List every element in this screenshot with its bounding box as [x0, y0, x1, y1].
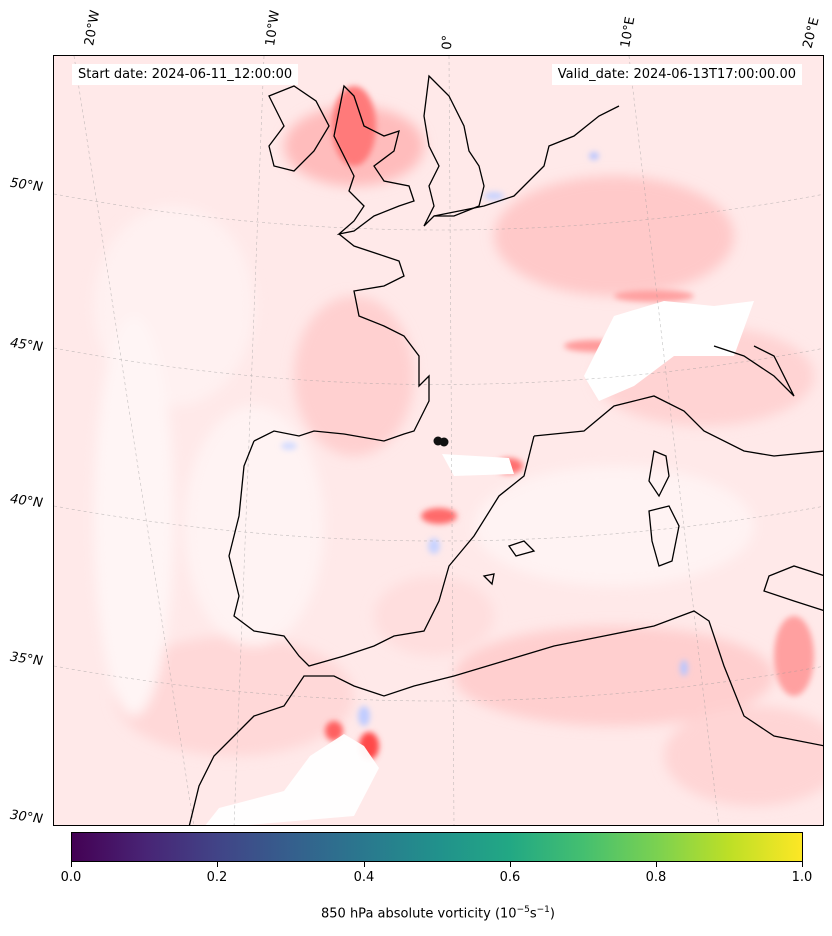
lon-label-20w: 20°W [82, 9, 104, 48]
vorticity-field [54, 56, 823, 825]
start-date: Start date: 2024-06-11_12:00:00 [72, 64, 299, 85]
colorbar-tick [71, 862, 72, 867]
lon-label-20e: 20°E [800, 16, 823, 50]
colorbar-tick [364, 862, 365, 867]
lon-label-10e: 10°E [618, 15, 639, 49]
lon-label-0: 0° [440, 34, 456, 50]
vorticity-map [53, 55, 824, 826]
colorbar-tick [656, 862, 657, 867]
colorbar-tick-label: 0.6 [499, 870, 521, 885]
lat-label-30n: 30°N [9, 807, 44, 828]
colorbar-tick-label: 1.0 [791, 870, 813, 885]
lat-label-45n: 45°N [9, 335, 44, 356]
valid-date: Valid_date: 2024-06-13T17:00:00.00 [551, 64, 802, 85]
colorbar-tick [802, 862, 803, 867]
location-marker [433, 436, 449, 447]
colorbar-tick [217, 862, 218, 867]
lat-label-40n: 40°N [9, 491, 44, 512]
colorbar-tick-label: 0.0 [60, 870, 82, 885]
colorbar-tick-label: 0.8 [645, 870, 667, 885]
colorbar [71, 832, 803, 862]
colorbar-tick-label: 0.4 [353, 870, 375, 885]
lat-label-35n: 35°N [9, 649, 44, 670]
lon-label-10w: 10°W [263, 9, 283, 47]
lat-label-50n: 50°N [9, 175, 44, 196]
colorbar-label: 850 hPa absolute vorticity (10−5s−1) [321, 905, 555, 922]
colorbar-tick [510, 862, 511, 867]
colorbar-tick-label: 0.2 [206, 870, 228, 885]
